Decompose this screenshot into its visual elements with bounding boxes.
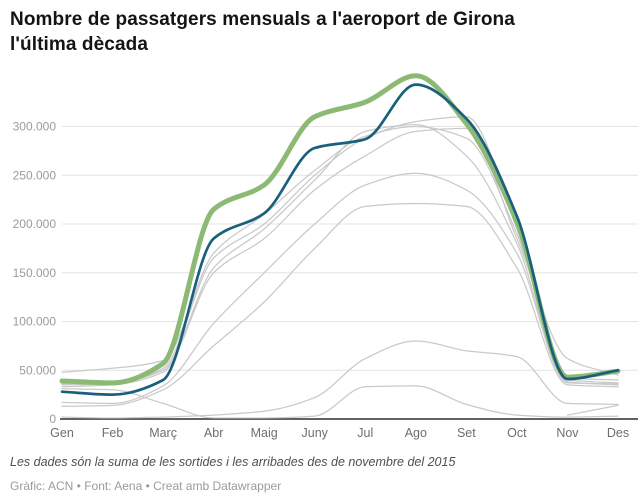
series-line-year-gray-covid-drop — [61, 385, 619, 419]
y-axis-label-150000: 150.000 — [13, 266, 57, 280]
x-axis-label-Des: Des — [607, 426, 629, 440]
x-axis-label-Jul: Jul — [357, 426, 373, 440]
x-axis-label-Oct: Oct — [507, 426, 527, 440]
y-axis-label-100000: 100.000 — [13, 315, 57, 329]
x-axis-label-Maig: Maig — [251, 426, 278, 440]
x-axis-label-Nov: Nov — [556, 426, 579, 440]
series-line-year-gray-1 — [61, 127, 619, 388]
chart-title-line-1: Nombre de passatgers mensuals a l'aeropo… — [10, 9, 515, 30]
chart-notes: Les dades són la suma de les sortides i … — [10, 455, 456, 469]
series-line-year-gray-4 — [61, 123, 619, 386]
series-line-year-gray-low-hump — [61, 340, 619, 419]
y-axis-label-0: 0 — [49, 412, 56, 426]
x-axis-label-Ago: Ago — [405, 426, 427, 440]
series-line-year-gray-partial-stub — [566, 404, 619, 416]
y-axis-label-50000: 50.000 — [19, 363, 56, 377]
x-axis-label-Abr: Abr — [204, 426, 223, 440]
x-axis-label-Set: Set — [457, 426, 476, 440]
series-line-year-highlight-green — [59, 73, 621, 386]
x-axis-label-Juny: Juny — [302, 426, 329, 440]
chart-title-line-2: l'última dècada — [10, 34, 149, 55]
x-axis-label-Gen: Gen — [50, 426, 74, 440]
y-axis-label-250000: 250.000 — [13, 168, 57, 182]
series-line-year-highlight-blue — [60, 83, 620, 396]
series-line-year-gray-2 — [61, 116, 619, 386]
chart-byline: Gràfic: ACN • Font: Aena • Creat amb Dat… — [10, 479, 282, 493]
chart-title: Nombre de passatgers mensuals a l'aeropo… — [10, 7, 630, 57]
y-axis-label-300000: 300.000 — [13, 120, 57, 134]
x-axis-label-Feb: Feb — [102, 426, 124, 440]
series-line-year-gray-8 — [61, 172, 619, 405]
series-line-year-gray-3 — [61, 125, 619, 381]
series-line-year-gray-flat-220 — [61, 202, 619, 407]
x-axis-label-Març: Març — [149, 426, 177, 440]
y-axis-label-200000: 200.000 — [13, 217, 57, 231]
